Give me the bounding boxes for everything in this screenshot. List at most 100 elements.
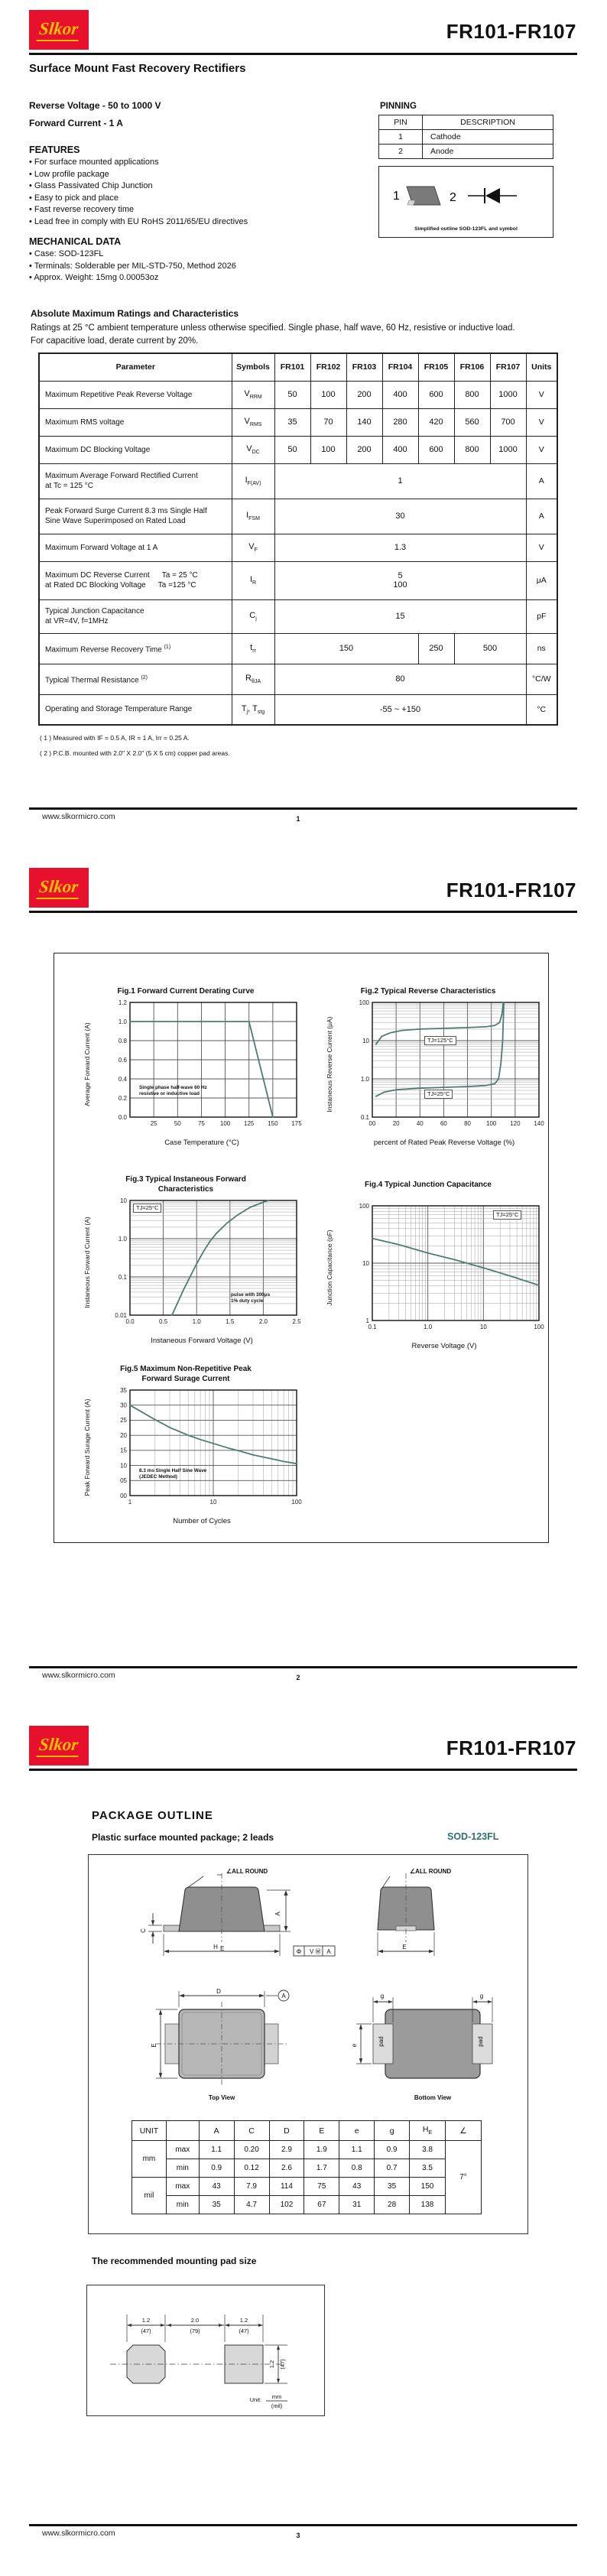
symbol-cell: VRRM	[231, 380, 275, 409]
svg-text:50: 50	[174, 1120, 181, 1127]
unit-cell: V	[525, 408, 558, 437]
symbol-cell: VRMS	[231, 408, 275, 437]
list-item: Glass Passivated Chip Junction	[29, 180, 248, 193]
dim-d-label: D	[216, 1988, 221, 1995]
page-title: FR101-FR107	[446, 1736, 576, 1759]
svg-text:10: 10	[120, 1462, 127, 1469]
brand-wordmark: Slkor	[36, 1734, 82, 1757]
website-url: www.slkormicro.com	[42, 812, 115, 821]
svg-text:150: 150	[268, 1120, 278, 1127]
reverse-voltage-line: Reverse Voltage - 50 to 1000 V	[29, 100, 161, 111]
sod123fl-symbol-drawing: 1 2	[393, 186, 517, 206]
package-drawing-panel: ∠ALL ROUND A C H E Φ V Ⓜ A ∠ALL ROU	[88, 1854, 528, 2234]
dim-c-label: C	[140, 1928, 147, 1933]
feature-control-frame: Φ V Ⓜ A	[293, 1945, 336, 1957]
list-item: For surface mounted applications	[29, 157, 248, 169]
package-subtitle: Plastic surface mounted package; 2 leads	[92, 1832, 274, 1843]
bottom-view-caption: Bottom View	[414, 2094, 452, 2101]
fig5-title: Fig.5 Maximum Non-Repetitive Peak	[120, 1365, 252, 1373]
parameter-cell: Typical Junction Capacitance at VR=4V, f=…	[38, 599, 232, 634]
table-row: Maximum RMS voltage VRMS 35 70 140 280 4…	[38, 408, 558, 437]
svg-text:(47): (47)	[279, 2359, 286, 2370]
symbol-cell: IF(AV)	[231, 463, 275, 499]
pin2-label: 2	[450, 191, 456, 204]
value-cell: 50	[274, 435, 311, 464]
fig2-ylabel: Instaneous Reverse Current (μA)	[326, 1016, 333, 1113]
fig2-xlabel: percent of Rated Peak Reverse Voltage (%…	[373, 1139, 515, 1147]
unit-cell: ns	[525, 632, 558, 664]
svg-text:00: 00	[369, 1120, 376, 1127]
table-row: Maximum DC Reverse Current Ta = 25 °C at …	[38, 560, 558, 600]
dim-e-label: E	[402, 1944, 406, 1951]
pinning-table: PIN DESCRIPTION 1 Cathode 2 Anode	[378, 115, 553, 159]
features-list: For surface mounted applications Low pro…	[29, 157, 248, 228]
svg-text:0.6: 0.6	[118, 1057, 128, 1064]
unit-cell: V	[525, 533, 558, 562]
symbol-cell: trr	[231, 632, 275, 664]
fig2-title: Fig.2 Typical Reverse Characteristics	[360, 987, 496, 996]
svg-text:0.4: 0.4	[118, 1076, 128, 1083]
page-title: FR101-FR107	[446, 20, 576, 43]
fig5-title-line2: Forward Surage Current	[141, 1375, 230, 1383]
dim-he-label: H	[213, 1944, 218, 1951]
col-fr105: FR105	[417, 352, 455, 382]
svg-text:100: 100	[359, 1203, 370, 1210]
datum-a-label: A	[281, 1993, 286, 1999]
features-heading: FEATURES	[29, 145, 80, 155]
package-outline-heading: PACKAGE OUTLINE	[92, 1809, 213, 1822]
svg-text:1.2: 1.2	[118, 999, 128, 1006]
symbol-cell: IFSM	[231, 498, 275, 534]
value-cell: 560	[453, 408, 491, 437]
value-cell: -55 ~ +150	[274, 694, 527, 726]
table-row: Typical Junction Capacitance at VR=4V, f=…	[38, 599, 558, 634]
unit-mil: mil	[131, 2177, 167, 2214]
unit-mm: mm	[131, 2140, 167, 2178]
value-cell: 400	[381, 380, 419, 409]
fig4-tj25-label: TJ=25°C	[493, 1210, 522, 1220]
footnote-1: ( 1 ) Measured with IF = 0.5 A, IR = 1 A…	[40, 734, 190, 742]
value-cell: 200	[346, 435, 383, 464]
value-cell: 600	[417, 435, 455, 464]
svg-text:1.0: 1.0	[193, 1318, 202, 1325]
svg-text:1.5: 1.5	[226, 1318, 235, 1325]
svg-text:1.0: 1.0	[118, 1018, 128, 1025]
value-cell: 5 100	[274, 560, 527, 600]
svg-text:10: 10	[362, 1260, 369, 1267]
fig1-ylabel: Average Forward Current (A)	[83, 1022, 91, 1106]
col-fr103: FR103	[346, 352, 383, 382]
svg-text:125: 125	[244, 1120, 255, 1127]
svg-text:1: 1	[366, 1317, 370, 1324]
svg-text:(47): (47)	[239, 2327, 249, 2334]
symbol-cell: Cj	[231, 599, 275, 634]
unit-cell: °C	[525, 694, 558, 726]
unit-cell: °C/W	[525, 663, 558, 695]
svg-text:0.8: 0.8	[118, 1038, 128, 1044]
dimensions-table: UNIT A C D E e g HE ∠ mm max 1.1 0.20 2.…	[131, 2120, 482, 2214]
parameter-cell: Peak Forward Surge Current 8.3 ms Single…	[38, 498, 232, 534]
unit-cell: pF	[525, 599, 558, 634]
mounting-pad-drawing: 1.2 (47) 2.0 (79) 1.2 (47) 1.2 (47) Unit…	[110, 2315, 287, 2409]
svg-text:1.2: 1.2	[142, 2317, 150, 2324]
he-header: HE	[409, 2120, 446, 2141]
svg-text:20: 20	[393, 1120, 400, 1127]
svg-text:0.1: 0.1	[361, 1114, 370, 1121]
value-cell: 600	[417, 380, 455, 409]
svg-text:20: 20	[120, 1432, 127, 1439]
fig3-ylabel: Instaneous Forward Current (A)	[83, 1217, 91, 1308]
value-cell: 250	[417, 632, 455, 664]
fig1-xlabel: Case Temperature (°C)	[164, 1139, 239, 1147]
parameter-cell: Maximum Reverse Recovery Time (1)	[38, 632, 232, 664]
footer-rule	[29, 1666, 577, 1668]
dim-e-small-label: e	[351, 2043, 358, 2047]
svg-text:10: 10	[362, 1038, 369, 1044]
value-cell: 30	[274, 498, 527, 534]
svg-text:10: 10	[480, 1324, 487, 1330]
svg-text:80: 80	[464, 1120, 471, 1127]
col-units: Units	[525, 352, 558, 382]
dim-g-label: g	[381, 1993, 384, 1999]
col-fr107: FR107	[489, 352, 527, 382]
all-round-label: ∠ALL ROUND	[226, 1868, 268, 1875]
dim-g-label: g	[480, 1993, 483, 1999]
fig1-annotation: Single phase half-wave 60 Hz resistive or…	[139, 1085, 207, 1096]
doc-subtitle: Surface Mount Fast Recovery Rectifiers	[29, 62, 246, 75]
